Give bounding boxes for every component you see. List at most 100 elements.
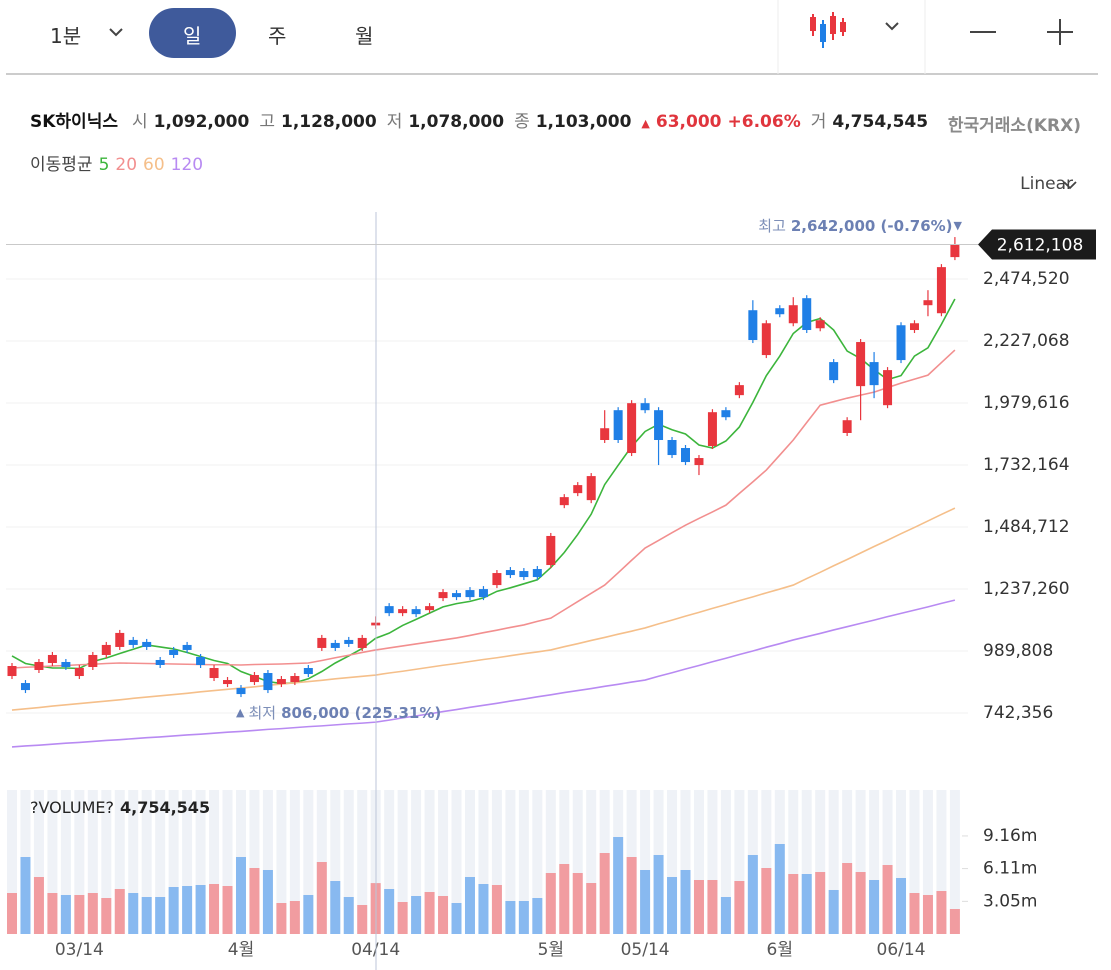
- volume-bar: [774, 844, 785, 934]
- ma-legend: 이동평균 5 20 60 120: [30, 150, 203, 175]
- volume-column-bg: [47, 790, 58, 934]
- candle-body: [155, 659, 165, 665]
- ma-line: [11, 599, 956, 748]
- interval-chevron[interactable]: [109, 28, 123, 37]
- volume-column-bg: [842, 790, 853, 934]
- low-annotation-value: 806,000 (225.31%): [281, 704, 441, 722]
- volume-bar: [343, 896, 354, 934]
- scale-chevron[interactable]: [1063, 181, 1077, 190]
- volume-bar: [532, 898, 543, 934]
- candle-body: [357, 637, 367, 648]
- candle-body: [586, 476, 596, 501]
- low-annotation-label: 최저: [248, 704, 276, 722]
- tab[interactable]: 월: [355, 20, 373, 49]
- volume-bar: [720, 896, 731, 934]
- field-value: 4,754,545: [832, 112, 929, 132]
- volume-bar: [7, 893, 17, 934]
- volume-bar: [451, 903, 462, 934]
- volume-bar: [74, 894, 85, 934]
- legend-entry[interactable]: 60: [143, 155, 165, 175]
- current-price-tag: [978, 229, 1096, 260]
- volume-column-bg: [491, 790, 502, 934]
- volume-column-bg: [896, 790, 907, 934]
- legend-entry[interactable]: 20: [115, 155, 138, 175]
- volume-column-bg: [195, 790, 206, 934]
- volume-bar: [801, 874, 812, 934]
- volume-column-bg: [572, 790, 583, 934]
- candle-body: [600, 428, 610, 441]
- volume-bar: [909, 893, 920, 934]
- volume-bar: [276, 903, 287, 934]
- plot: 742,356 989,808 1,237,260 1,484,712 1,732,16…: [6, 212, 1096, 970]
- candle-body: [681, 448, 690, 463]
- field-value: 1,103,000: [535, 112, 632, 132]
- volume-column-bg: [518, 790, 529, 934]
- volume-column-bg: [357, 790, 368, 934]
- legend-entry[interactable]: 120: [170, 155, 204, 175]
- tab[interactable]: 일: [183, 20, 201, 49]
- volume-column-bg: [114, 790, 125, 934]
- y-tick-label: 1,979,616: [983, 393, 1070, 413]
- volume-bar: [330, 881, 341, 934]
- tab[interactable]: 주: [268, 20, 286, 49]
- candle-body: [398, 609, 408, 614]
- chart-type-icon[interactable]: [810, 12, 846, 48]
- volume-bar: [168, 886, 179, 934]
- candle-body: [384, 606, 394, 614]
- volume-column-bg: [128, 790, 139, 934]
- volume-bar: [182, 886, 193, 934]
- volume-column-bg: [424, 790, 435, 934]
- volume-bar: [424, 891, 435, 934]
- x-tick-label: 4월: [228, 940, 254, 960]
- volume-title: ?VOLUME? 4,754,545: [30, 798, 210, 817]
- candle-body: [344, 639, 354, 644]
- candle-body: [694, 458, 704, 466]
- volume-bar: [747, 854, 758, 934]
- field-value: 1,128,000: [280, 112, 377, 132]
- up-arrow: ▲: [641, 117, 650, 130]
- volume-column-bg: [303, 790, 314, 934]
- volume-bar: [303, 894, 314, 934]
- volume-column-bg: [559, 790, 570, 934]
- volume-column-bg: [276, 790, 287, 934]
- chart-type-chevron[interactable]: [885, 22, 899, 31]
- volume-bar: [505, 901, 516, 934]
- volume-column-bg: [815, 790, 826, 934]
- field-value: 1,078,000: [408, 112, 505, 132]
- volume-bar: [209, 884, 220, 934]
- legend-entry[interactable]: 5: [98, 155, 110, 175]
- y-tick-label: 2,227,068: [983, 331, 1070, 351]
- y-tick-label: 1,732,164: [983, 455, 1070, 475]
- candle-body: [869, 362, 879, 386]
- candle-body: [478, 589, 488, 598]
- volume-bar: [545, 873, 556, 934]
- volume-bar: [60, 894, 71, 934]
- volume-column-bg: [545, 790, 556, 934]
- tab-selected-bg[interactable]: [149, 8, 236, 58]
- volume-column-bg: [411, 790, 422, 934]
- interval-button[interactable]: 1분: [50, 20, 81, 49]
- candle-body: [505, 570, 515, 576]
- volume-column-bg: [330, 790, 341, 934]
- volume-column-bg: [451, 790, 462, 934]
- field-value: 1,092,000: [153, 112, 250, 132]
- volume-bar: [788, 874, 799, 934]
- volume-readout: 4,754,545: [120, 798, 210, 817]
- volume-column-bg: [182, 790, 193, 934]
- volume-column-bg: [680, 790, 691, 934]
- candle-body: [532, 569, 542, 578]
- volume-column-bg: [828, 790, 839, 934]
- volume-column-bg: [222, 790, 233, 934]
- x-tick-label: 5월: [538, 940, 564, 960]
- volume-bar: [20, 857, 31, 934]
- volume-bar: [478, 884, 489, 934]
- volume-bar: [249, 868, 260, 934]
- volume-column-bg: [438, 790, 449, 934]
- volume-column-bg: [949, 790, 960, 934]
- x-tick-label: 03/14: [55, 940, 104, 960]
- zoom-in[interactable]: [1047, 19, 1073, 45]
- volume-bar: [195, 884, 206, 934]
- volume-bar: [411, 896, 422, 934]
- scale-button[interactable]: Linear: [1020, 174, 1073, 194]
- volume-column-bg: [586, 790, 597, 934]
